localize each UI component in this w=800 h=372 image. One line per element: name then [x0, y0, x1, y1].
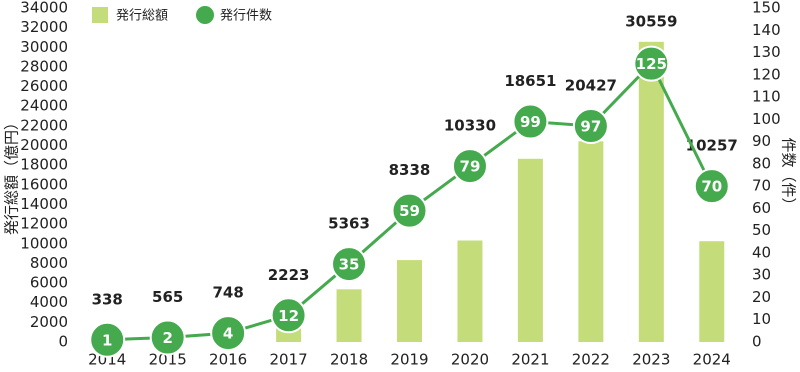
point: [451, 148, 488, 185]
point-label: 35: [339, 256, 360, 274]
x-tick-label: 2018: [330, 351, 368, 369]
y2-tick-label: 80: [752, 154, 771, 172]
point-label: 1: [102, 331, 112, 349]
y2-tick-label: 150: [752, 0, 781, 17]
y-tick-label: 20000: [20, 136, 68, 154]
bar: [699, 241, 725, 342]
bar-value-label: 18651: [504, 72, 556, 90]
point: [210, 315, 247, 352]
y-axis-title: 発行総額（億円）: [3, 115, 21, 235]
x-tick-label: 2023: [632, 351, 670, 369]
point-label: 12: [278, 307, 299, 325]
y-tick-label: 16000: [20, 175, 68, 193]
y2-tick-label: 60: [752, 199, 771, 217]
y2-tick-label: 120: [752, 65, 781, 83]
y-tick-label: 34000: [20, 0, 68, 17]
y-tick-label: 22000: [20, 116, 68, 134]
point: [572, 108, 609, 145]
y2-tick-label: 100: [752, 110, 781, 128]
bar: [638, 41, 664, 342]
point-label: 70: [701, 178, 722, 196]
bar: [397, 260, 422, 342]
x-tick-label: 2024: [693, 351, 731, 369]
y-tick-label: 10000: [20, 234, 68, 252]
bar-value-label: 10330: [444, 117, 496, 135]
bar: [457, 240, 483, 342]
y-tick-label: 2000: [30, 313, 68, 331]
y-tick-label: 8000: [30, 254, 68, 272]
y2-tick-label: 30: [752, 266, 771, 284]
bar-value-label: 10257: [686, 137, 738, 155]
x-tick-label: 2017: [269, 351, 307, 369]
x-tick-label: 2022: [572, 351, 610, 369]
point-label: 97: [580, 118, 601, 136]
bar-value-label: 8338: [389, 161, 431, 179]
bar-value-label: 30559: [625, 12, 677, 30]
bar-value-label: 5363: [328, 215, 370, 233]
y2-tick-label: 90: [752, 132, 771, 150]
point: [149, 319, 186, 356]
y2-tick-label: 20: [752, 288, 771, 306]
y2-axis-title: 件数（件）: [780, 137, 798, 212]
y-tick-label: 30000: [20, 38, 68, 56]
y-tick-label: 4000: [30, 293, 68, 311]
y2-tick-label: 70: [752, 177, 771, 195]
y-tick-label: 24000: [20, 97, 68, 115]
y-tick-label: 18000: [20, 156, 68, 174]
legend-label: 発行件数: [220, 9, 272, 24]
y2-tick-label: 50: [752, 221, 771, 239]
bar: [578, 141, 604, 342]
y-tick-label: 14000: [20, 195, 68, 213]
y-tick-label: 0: [58, 333, 68, 351]
y-tick-label: 26000: [20, 77, 68, 95]
x-tick-label: 2016: [209, 351, 247, 369]
bar-value-label: 338: [92, 290, 123, 308]
bar-value-label: 2223: [268, 266, 310, 284]
y2-tick-label: 110: [752, 88, 781, 106]
point: [633, 45, 670, 82]
y2-tick-label: 130: [752, 43, 781, 61]
point-label: 99: [520, 113, 541, 131]
point-label: 59: [399, 202, 420, 220]
point: [512, 103, 549, 140]
point: [89, 321, 126, 358]
y2-tick-label: 0: [752, 333, 762, 351]
y-tick-label: 12000: [20, 215, 68, 233]
bar-value-label: 565: [152, 288, 183, 306]
x-tick-label: 2019: [390, 351, 428, 369]
point: [391, 192, 428, 229]
point: [693, 168, 730, 205]
y2-tick-label: 140: [752, 21, 781, 39]
bar: [336, 289, 362, 342]
point: [270, 297, 307, 334]
bar-value-label: 20427: [565, 77, 617, 95]
point: [331, 246, 368, 283]
x-tick-label: 2020: [451, 351, 489, 369]
x-tick-label: 2021: [511, 351, 549, 369]
point-label: 79: [460, 158, 481, 176]
bar-value-label: 748: [212, 284, 243, 302]
legend-swatch: [196, 6, 214, 24]
x-tick-label: 2015: [149, 351, 187, 369]
y-tick-label: 6000: [30, 274, 68, 292]
y-tick-label: 28000: [20, 57, 68, 75]
y-tick-label: 32000: [20, 18, 68, 36]
legend-swatch: [92, 7, 108, 23]
y2-tick-label: 10: [752, 310, 771, 328]
bar: [517, 158, 543, 342]
point-label: 4: [223, 325, 233, 343]
point-label: 125: [636, 55, 667, 73]
point-label: 2: [162, 329, 172, 347]
y2-tick-label: 40: [752, 243, 771, 261]
legend-label: 発行総額: [116, 9, 168, 24]
